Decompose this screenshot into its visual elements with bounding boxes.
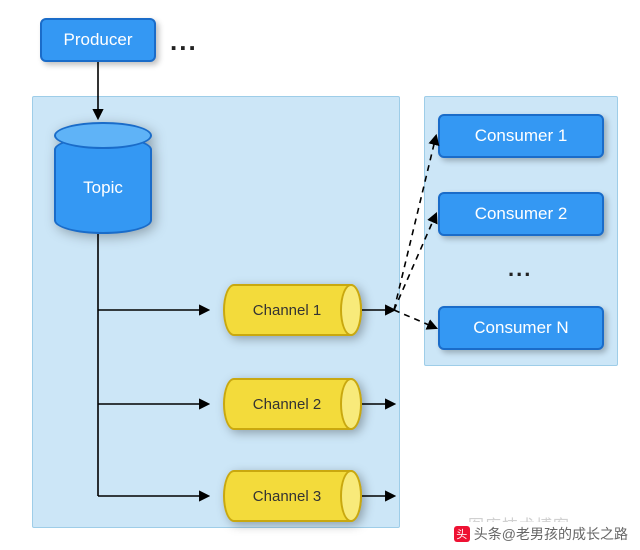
watermark-front: 头 头条@老男孩的成长之路 <box>450 522 632 546</box>
topic-cylinder: Topic <box>54 122 152 234</box>
producer-ellipsis: ... <box>170 26 198 57</box>
consumer-label: Consumer N <box>473 318 568 338</box>
channel-cylinder: Channel 2 <box>212 378 362 430</box>
producer-label: Producer <box>64 30 133 50</box>
toutiao-icon: 头 <box>454 526 470 542</box>
channel-label: Channel 3 <box>212 470 362 522</box>
consumer-box: Consumer N <box>438 306 604 350</box>
consumer-box: Consumer 2 <box>438 192 604 236</box>
channel-label: Channel 1 <box>212 284 362 336</box>
watermark-text: 头条@老男孩的成长之路 <box>474 524 628 544</box>
consumer-box: Consumer 1 <box>438 114 604 158</box>
producer-box: Producer <box>40 18 156 62</box>
consumer-ellipsis: ... <box>508 256 532 282</box>
channel-label: Channel 2 <box>212 378 362 430</box>
channel-cylinder: Channel 3 <box>212 470 362 522</box>
diagram-canvas: Producer ... Topic Channel 1 Channel 2 Cha… <box>0 0 640 550</box>
topic-label: Topic <box>54 178 152 198</box>
consumer-label: Consumer 2 <box>475 204 568 224</box>
channel-cylinder: Channel 1 <box>212 284 362 336</box>
consumer-label: Consumer 1 <box>475 126 568 146</box>
